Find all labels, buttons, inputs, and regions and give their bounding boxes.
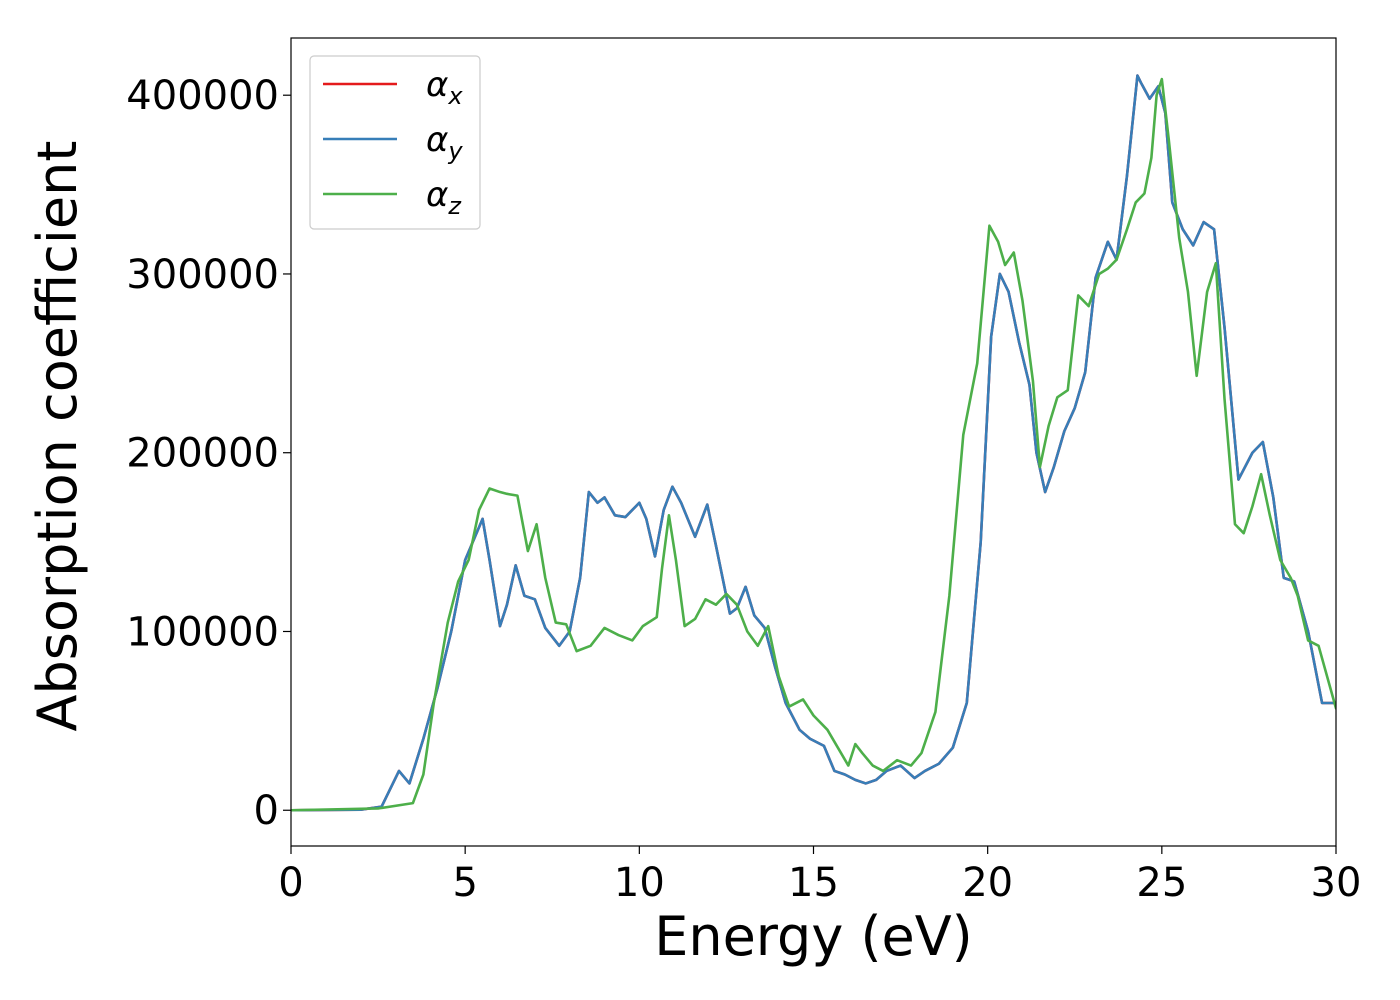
x-tick-label: 25 bbox=[1136, 860, 1187, 906]
x-tick-label: 10 bbox=[614, 860, 665, 906]
y-axis-label: Absorption coefficient bbox=[26, 141, 89, 732]
series-layer bbox=[291, 74, 1336, 812]
x-tick-label: 5 bbox=[452, 860, 477, 906]
legend-symbol: α bbox=[426, 175, 448, 215]
y-tick-label: 200000 bbox=[126, 431, 279, 477]
legend-symbol: α bbox=[426, 65, 448, 105]
y-tick-label: 0 bbox=[254, 788, 279, 834]
x-tick-label: 15 bbox=[788, 860, 839, 906]
x-tick-label: 20 bbox=[962, 860, 1013, 906]
y-tick-label: 300000 bbox=[126, 252, 279, 298]
legend-label-x: αx bbox=[426, 65, 463, 110]
y-tick-label: 400000 bbox=[126, 73, 279, 119]
y-tick-label: 100000 bbox=[126, 609, 279, 655]
x-tick-label: 30 bbox=[1311, 860, 1362, 906]
legend-symbol: α bbox=[426, 120, 448, 160]
legend-subscript: x bbox=[447, 82, 463, 110]
legend-box bbox=[309, 55, 481, 230]
legend-label-z: αz bbox=[426, 175, 462, 220]
y-axis: 0 100000 200000 300000 400000 bbox=[126, 73, 291, 834]
legend-subscript: z bbox=[447, 192, 462, 220]
x-axis-label: Energy (eV) bbox=[654, 905, 973, 968]
series-line-alpha-z bbox=[291, 77, 1336, 812]
x-tick-label: 0 bbox=[278, 860, 303, 906]
legend-subscript: y bbox=[447, 137, 463, 165]
legend-label-y: αy bbox=[426, 120, 463, 165]
x-axis: 0 5 10 15 20 25 30 bbox=[278, 846, 1361, 906]
